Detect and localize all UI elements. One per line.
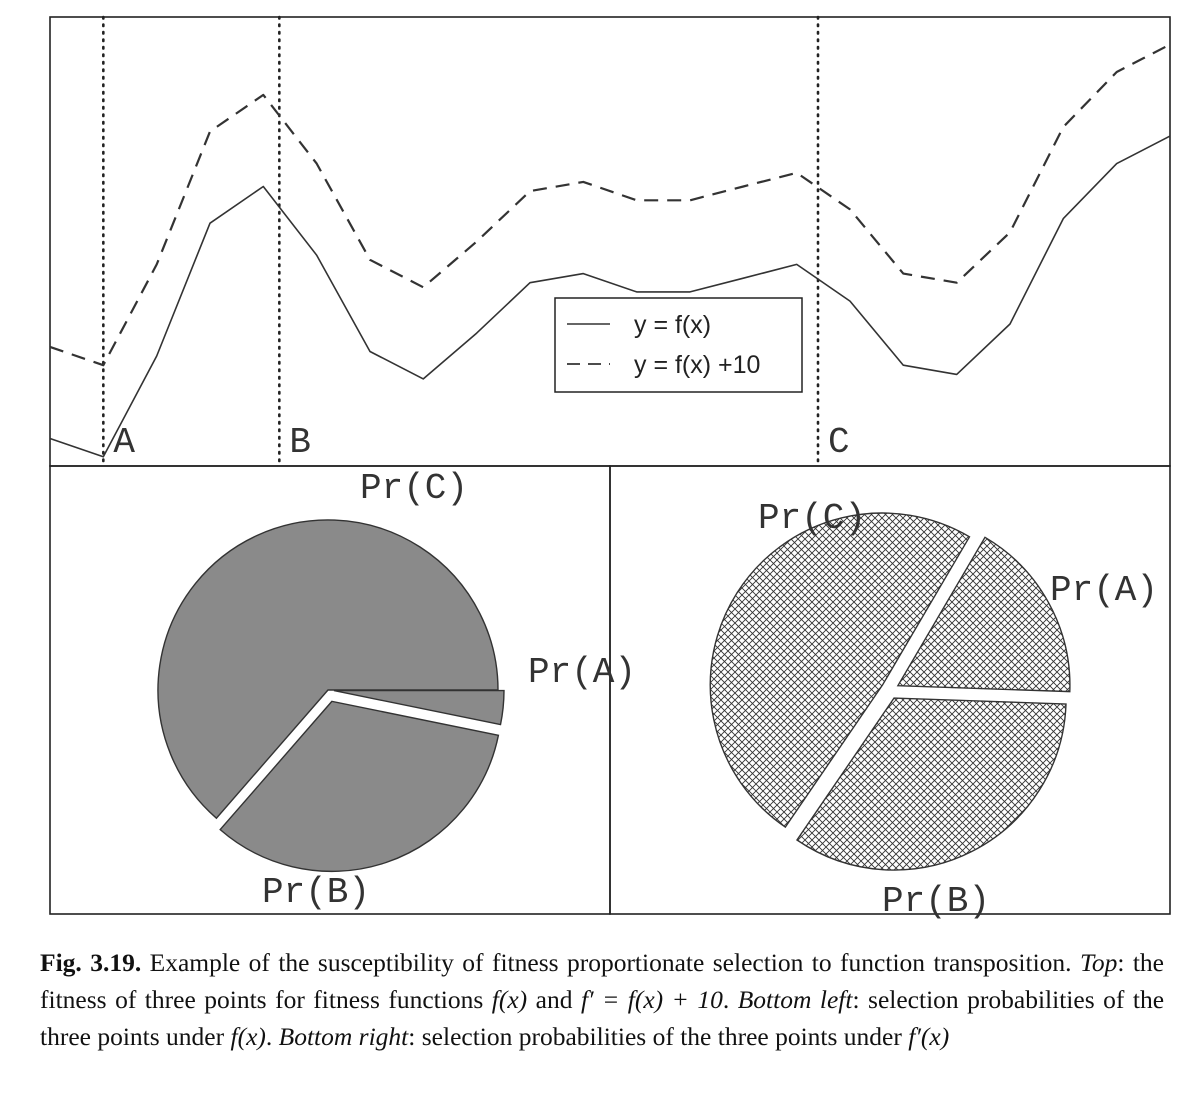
pie-left-label-prc: Pr(C) <box>360 468 468 509</box>
figure-svg: A B C Pr(A) Pr(B) Pr(C) Pr(A) Pr(B) Pr(C) y = … <box>49 15 1171 922</box>
bottom-right-panel-frame <box>609 465 1171 915</box>
caption-text-3: and <box>527 985 581 1014</box>
caption-fx: f(x) <box>491 985 528 1014</box>
caption-text-2: : the fitness of three points for fitnes… <box>40 948 1164 1014</box>
figure-caption: Fig. 3.19. Example of the susceptibility… <box>40 944 1164 1055</box>
legend-box <box>554 297 803 393</box>
series-line-fx <box>49 135 1171 458</box>
caption-fig-label: Fig. 3.19. <box>40 948 142 977</box>
caption-text-4: . <box>722 985 738 1014</box>
series-line-fx-plus-10 <box>49 43 1171 367</box>
caption-top-label: Top <box>1079 948 1118 977</box>
pie-left-label-pra: Pr(A) <box>528 652 636 693</box>
legend: y = f(x) y = f(x) +10 <box>554 297 803 393</box>
caption-text-7: : selection probabilities of the three p… <box>408 1022 909 1051</box>
marker-label-c: C <box>828 422 850 463</box>
pie-chart-left: Pr(A) Pr(B) Pr(C) <box>157 468 636 913</box>
caption-text-6: . <box>265 1022 279 1051</box>
pie-right-slice-pra <box>896 536 1071 693</box>
top-line-chart: A B C <box>49 15 1171 468</box>
top-panel-frame <box>49 16 1171 467</box>
pie-left-slice-pra <box>333 689 505 726</box>
pie-right-slice-prc <box>796 697 1067 871</box>
marker-label-a: A <box>113 422 135 463</box>
legend-label-fx: y = f(x) <box>634 311 711 339</box>
marker-label-b: B <box>289 422 311 463</box>
caption-bottom-left-label: Bottom left <box>737 985 853 1014</box>
caption-text-5: : selection probabilities of the three p… <box>40 985 1165 1051</box>
pie-right-slice-prb <box>709 512 971 829</box>
figure: A B C Pr(A) Pr(B) Pr(C) Pr(A) Pr(B) Pr(C) y = … <box>49 15 1171 922</box>
caption-fprime-eq: f′ = f(x) + 10 <box>580 985 723 1014</box>
pie-right-label-prc: Pr(C) <box>758 498 866 539</box>
pie-left-slice-prc <box>219 700 500 873</box>
pie-right-label-pra: Pr(A) <box>1050 570 1158 611</box>
pie-right-label-prb: Pr(B) <box>882 881 990 922</box>
pie-left-slice-prb <box>157 519 499 820</box>
pie-left-label-prb: Pr(B) <box>262 872 370 913</box>
legend-label-fx10: y = f(x) +10 <box>634 351 760 379</box>
caption-fx-2: f(x) <box>230 1022 266 1051</box>
caption-fprime-x: f′(x) <box>908 1022 950 1051</box>
caption-text-1: Example of the susceptibility of fitness… <box>141 948 1080 977</box>
pie-chart-right: Pr(A) Pr(B) Pr(C) <box>709 498 1158 922</box>
caption-bottom-right-label: Bottom right <box>278 1022 409 1051</box>
